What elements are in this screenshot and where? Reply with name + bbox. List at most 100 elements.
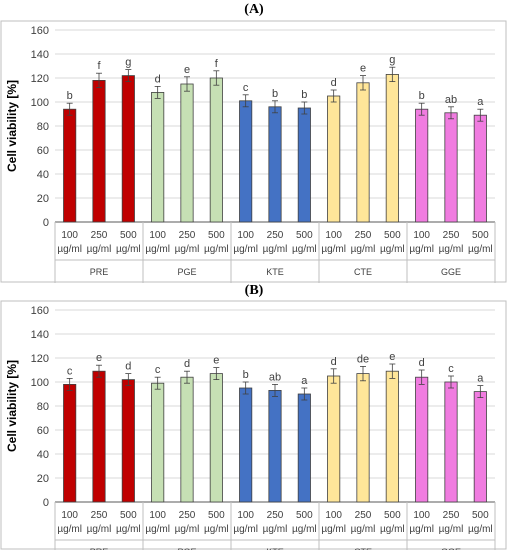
x-tick-label: 100	[413, 510, 430, 521]
x-tick-label: 500	[208, 510, 225, 521]
bar	[180, 83, 194, 223]
bar	[180, 376, 194, 503]
x-tick-label: 100	[237, 230, 254, 241]
x-tick-unit-label: µg/ml	[351, 524, 376, 535]
significance-letter: b	[301, 89, 307, 101]
group-label: PRE	[90, 267, 109, 277]
significance-letter: d	[331, 77, 337, 89]
bar	[92, 80, 106, 223]
y-tick-label: 80	[37, 121, 49, 133]
x-tick-unit-label: µg/ml	[145, 244, 170, 255]
x-tick-label: 500	[296, 230, 313, 241]
significance-letter: c	[448, 363, 454, 375]
y-tick-label: 160	[31, 25, 49, 37]
y-tick-label: 140	[31, 329, 49, 341]
group-label: GGE	[441, 547, 461, 550]
chart-frame	[0, 300, 507, 550]
y-tick-label: 120	[31, 73, 49, 85]
bar	[356, 82, 370, 223]
x-tick-unit-label: µg/ml	[116, 524, 141, 535]
x-tick-label: 500	[384, 230, 401, 241]
significance-letter: g	[389, 54, 395, 66]
bar	[297, 107, 311, 223]
significance-letter: d	[331, 356, 337, 368]
x-tick-label: 500	[208, 230, 225, 241]
y-tick-label: 40	[37, 449, 49, 461]
bar	[327, 375, 341, 503]
x-tick-unit-label: µg/ml	[263, 524, 288, 535]
x-tick-unit-label: µg/ml	[321, 524, 346, 535]
bar	[444, 112, 458, 223]
significance-letter: e	[389, 351, 395, 363]
bar	[151, 92, 165, 223]
significance-letter: a	[477, 373, 484, 385]
y-tick-label: 140	[31, 49, 49, 61]
x-tick-label: 100	[61, 510, 78, 521]
x-tick-unit-label: µg/ml	[380, 244, 405, 255]
x-tick-label: 250	[179, 510, 196, 521]
bar	[209, 373, 223, 503]
significance-letter: a	[477, 96, 484, 108]
x-tick-unit-label: µg/ml	[116, 244, 141, 255]
x-tick-unit-label: µg/ml	[263, 244, 288, 255]
significance-letter: b	[67, 90, 73, 102]
chart-frame	[0, 20, 507, 283]
bar	[63, 108, 77, 223]
group-label: GGE	[441, 267, 461, 277]
x-tick-unit-label: µg/ml	[233, 524, 258, 535]
significance-letter: e	[96, 352, 102, 364]
x-tick-unit-label: µg/ml	[175, 524, 200, 535]
significance-letter: ab	[445, 94, 457, 106]
bar	[385, 74, 399, 223]
y-tick-label: 80	[37, 401, 49, 413]
bar	[268, 390, 282, 503]
panel-a-title: (A)	[244, 2, 264, 17]
significance-letter: a	[301, 375, 308, 387]
x-tick-label: 250	[355, 230, 372, 241]
x-tick-label: 500	[120, 230, 137, 241]
bar	[63, 384, 77, 503]
x-tick-label: 250	[443, 510, 460, 521]
y-axis-title: Cell viability [%]	[5, 360, 19, 452]
bar	[239, 387, 253, 503]
significance-letter: d	[155, 73, 161, 85]
bar	[444, 381, 458, 503]
x-tick-label: 500	[296, 510, 313, 521]
significance-letter: e	[184, 64, 190, 76]
bar	[209, 77, 223, 223]
bar	[268, 106, 282, 223]
x-tick-unit-label: µg/ml	[233, 244, 258, 255]
y-tick-label: 60	[37, 425, 49, 437]
x-tick-label: 100	[325, 230, 342, 241]
bar	[151, 382, 165, 503]
x-tick-label: 100	[413, 230, 430, 241]
x-tick-unit-label: µg/ml	[292, 524, 317, 535]
significance-letter: d	[419, 357, 425, 369]
significance-letter: e	[360, 63, 366, 75]
x-tick-unit-label: µg/ml	[87, 524, 112, 535]
y-tick-label: 100	[31, 377, 49, 389]
x-tick-label: 100	[325, 510, 342, 521]
group-label: KTE	[266, 267, 284, 277]
bar	[239, 100, 253, 223]
bar	[356, 373, 370, 503]
x-tick-label: 100	[237, 510, 254, 521]
significance-letter: de	[357, 353, 369, 365]
significance-letter: b	[243, 369, 249, 381]
group-label: KTE	[266, 547, 284, 550]
x-tick-unit-label: µg/ml	[321, 244, 346, 255]
group-label: PGE	[177, 267, 196, 277]
significance-letter: b	[272, 88, 278, 100]
x-tick-label: 250	[443, 230, 460, 241]
significance-letter: ab	[269, 371, 281, 383]
x-tick-unit-label: µg/ml	[439, 524, 464, 535]
bar	[92, 370, 106, 503]
x-tick-label: 100	[149, 510, 166, 521]
x-tick-unit-label: µg/ml	[439, 244, 464, 255]
significance-letter: f	[97, 60, 101, 72]
y-tick-label: 20	[37, 193, 49, 205]
bar	[473, 114, 487, 223]
bar	[121, 75, 135, 223]
significance-letter: e	[213, 355, 219, 367]
bar	[415, 108, 429, 223]
